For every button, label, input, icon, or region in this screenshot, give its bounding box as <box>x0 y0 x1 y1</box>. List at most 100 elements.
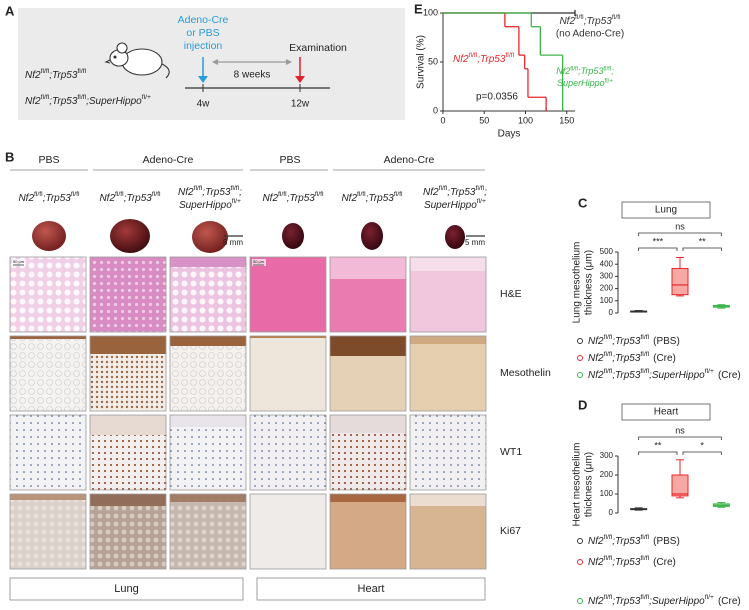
tissue-band <box>170 415 246 427</box>
significance-label: * <box>700 440 704 450</box>
genotype-part: fl/fl <box>604 555 613 562</box>
genotype-condition: (Cre) <box>653 557 676 568</box>
box <box>671 474 689 497</box>
stain-label: WT1 <box>500 446 522 458</box>
tile-border <box>409 414 487 491</box>
legend-marker <box>577 559 583 565</box>
genotype-part: ; <box>239 187 242 198</box>
tile-border <box>9 335 87 412</box>
histology-tile <box>410 494 486 569</box>
annotation: (no Adeno-Cre) <box>556 29 624 40</box>
genotype-part: Nf2 <box>25 70 41 81</box>
genotype-part: fl/fl <box>115 191 124 198</box>
tile-border <box>409 335 487 412</box>
tile-border <box>249 414 327 491</box>
genotype-part: Nf2 <box>588 353 604 364</box>
tissue-band <box>90 494 166 506</box>
tile-border <box>249 335 327 412</box>
tissue-texture <box>170 346 246 411</box>
panel-label: E <box>414 1 423 16</box>
genotype-part: SuperHippo <box>424 200 477 211</box>
organ-label: Heart <box>358 583 385 595</box>
treatment-label: PBS <box>279 154 300 166</box>
genotype-part: fl/fl <box>475 185 484 192</box>
genotype-part: ;Trp53 <box>43 193 72 204</box>
genotype-label: Nf2fl/fl;Trp53fl/fl <box>25 68 87 81</box>
genotype-part: ;Trp53 <box>612 596 641 607</box>
tile-border <box>249 256 327 333</box>
genotype-part: fl/fl <box>315 191 324 198</box>
genotype-part: fl/fl <box>604 351 613 358</box>
genotype-label: Nf2fl/fl;Trp53fl/fl; <box>556 65 614 76</box>
tile-border <box>9 493 87 570</box>
genotype-condition: (Cre) <box>653 353 676 364</box>
genotype-part: fl/fl <box>505 52 514 59</box>
panel-label: C <box>578 195 588 210</box>
injection-label: Adeno-Cre <box>178 14 229 26</box>
genotype-part: fl/fl <box>604 368 613 375</box>
significance-bracket <box>638 232 722 236</box>
stain-label: H&E <box>500 288 522 300</box>
genotype-part: fl/fl <box>194 185 203 192</box>
significance-label: ** <box>654 440 662 450</box>
genotype-part: ;Trp53 <box>477 54 506 65</box>
genotype-part: ; <box>649 596 652 607</box>
tile-border <box>9 414 87 491</box>
genotype-label: Nf2fl/fl;Trp53fl/fl <box>262 191 324 204</box>
genotype-part: fl/+ <box>232 198 241 205</box>
tissue-texture <box>90 257 166 332</box>
genotype-part: ;Trp53 <box>612 336 641 347</box>
tissue-band <box>410 494 486 506</box>
genotype-part: fl/fl <box>439 185 448 192</box>
genotype-part: fl/fl <box>152 191 161 198</box>
organ-box <box>256 577 486 601</box>
interval-label: 8 weeks <box>234 70 271 81</box>
genotype-part: fl/fl <box>469 52 478 59</box>
genotype-part: ;Trp53 <box>584 16 613 27</box>
y-tick-label: 500 <box>600 247 614 256</box>
genotype-part: SuperHippo <box>652 370 705 381</box>
significance-bracket <box>638 436 722 440</box>
genotype-part: Nf2 <box>453 54 469 65</box>
examination-label: Examination <box>289 42 347 54</box>
genotype-part: ;Trp53 <box>612 536 641 547</box>
significance-label: ns <box>675 221 685 231</box>
y-tick-label: 200 <box>600 284 614 293</box>
genotype-label: Nf2fl/fl;Trp53fl/fl <box>18 191 80 204</box>
arrow-head <box>198 76 208 83</box>
genotype-part: ;Trp53 <box>612 353 641 364</box>
y-tick-label: 0 <box>609 308 614 317</box>
treatment-label: PBS <box>38 154 59 166</box>
tissue-band <box>170 257 246 267</box>
genotype-part: fl/fl <box>604 594 613 601</box>
legend-marker <box>577 598 583 604</box>
genotype-label: Nf2fl/fl;Trp53fl/fl (PBS) <box>588 334 680 347</box>
genotype-condition: (PBS) <box>653 536 680 547</box>
significance-label: ** <box>699 236 707 246</box>
title-box <box>621 201 711 219</box>
genotype-label: Nf2fl/fl;Trp53fl/fl <box>341 191 403 204</box>
tissue-band <box>250 336 326 338</box>
genotype-part: Nf2 <box>588 596 604 607</box>
tissue-band <box>410 257 486 271</box>
genotype-part: fl/fl <box>640 555 649 562</box>
genotype-part: Nf2 <box>178 187 194 198</box>
genotype-part: SuperHippo <box>557 78 605 88</box>
stain-label: Mesothelin <box>500 367 551 379</box>
chart-title: Heart <box>654 407 679 418</box>
genotype-label: Nf2fl/fl;Trp53fl/fl; <box>178 185 242 198</box>
time-label: 12w <box>291 99 310 110</box>
stain-label: Ki67 <box>500 525 521 537</box>
tile-border <box>169 414 247 491</box>
histology-tile <box>250 494 326 569</box>
genotype-part: ; <box>611 66 614 76</box>
treatment-label: Adeno-Cre <box>384 154 435 166</box>
arrow-head <box>295 76 305 83</box>
genotype-label: SuperHippofl/+ <box>557 77 613 88</box>
genotype-part: fl/fl <box>603 65 611 72</box>
genotype-label: Nf2fl/fl;Trp53fl/fl <box>99 191 161 204</box>
tissue-band <box>330 494 406 502</box>
histology-tile <box>250 257 326 332</box>
mouse-icon <box>104 42 170 79</box>
genotype-part: fl/+ <box>605 77 614 84</box>
